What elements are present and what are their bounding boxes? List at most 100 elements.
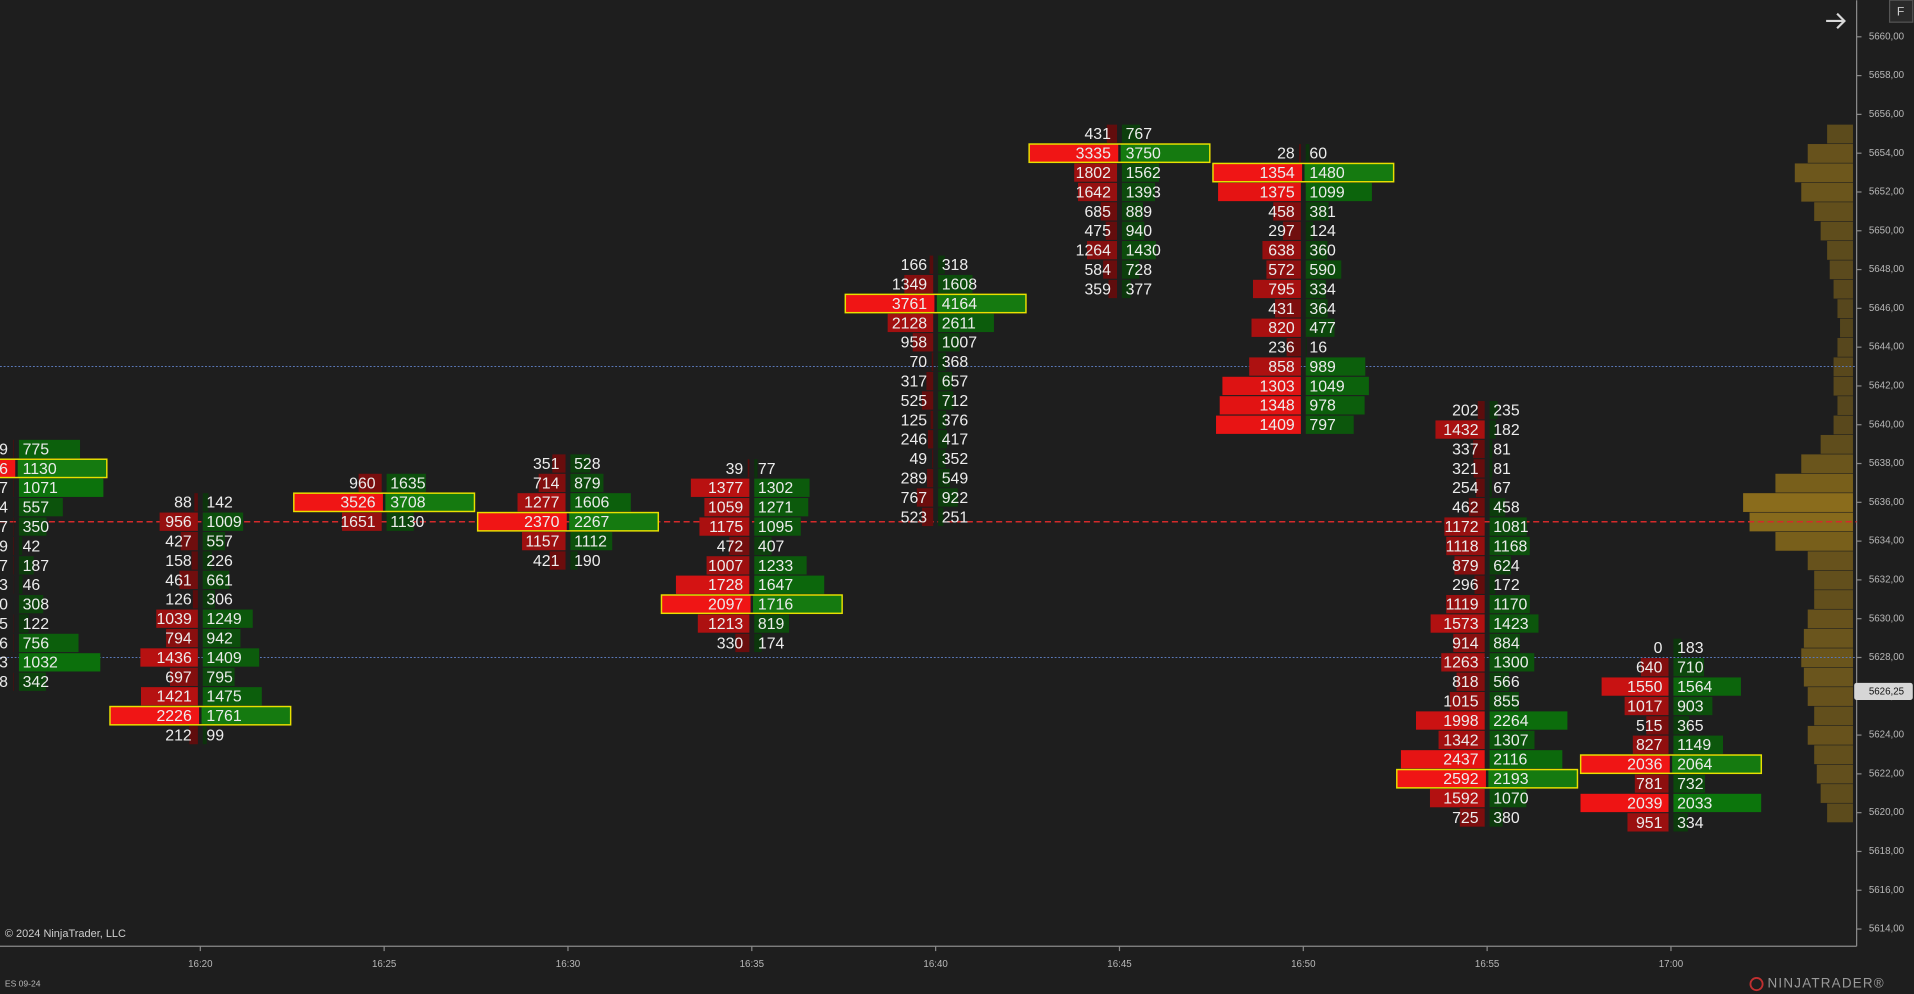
y-tick-label: 5642,00 [1869, 381, 1905, 392]
ask-volume: 1761 [206, 708, 241, 725]
ask-bar [1121, 260, 1140, 279]
toolbar-button[interactable]: F [1888, 0, 1914, 23]
bid-bar [1624, 696, 1669, 716]
bid-volume: 1007 [708, 558, 743, 575]
ask-bar [386, 473, 426, 493]
ask-volume: 99 [206, 727, 224, 744]
profile-bar [1814, 590, 1853, 609]
ask-bar [1489, 672, 1510, 691]
ask-volume: 732 [1677, 776, 1704, 793]
ask-bar [18, 439, 81, 459]
bid-volume: 1348 [1259, 398, 1294, 415]
ask-volume: 1480 [1309, 165, 1344, 182]
ask-volume: 226 [206, 553, 233, 570]
bid-volume: 795 [1268, 281, 1295, 298]
bid-bar [690, 478, 750, 497]
x-tick-label: 16:35 [740, 959, 765, 970]
scroll-arrow[interactable] [1826, 12, 1846, 30]
button-label[interactable]: F [1897, 5, 1904, 19]
ask-volume: 1071 [23, 480, 58, 497]
ask-volume: 712 [942, 393, 969, 410]
ask-bar [1489, 498, 1506, 517]
bid-bar [1446, 594, 1485, 614]
bid-volume: 3 [0, 655, 8, 672]
bid-volume: 421 [533, 553, 560, 570]
poc-outline [1396, 768, 1579, 789]
bid-bar [477, 512, 567, 531]
bid-bar [156, 609, 198, 628]
ask-bar [18, 653, 101, 672]
profile-bar [1837, 396, 1853, 415]
ask-bar [1673, 696, 1713, 716]
bid-volume: 1277 [524, 495, 559, 512]
ask-volume: 940 [1126, 223, 1153, 240]
ask-volume: 67 [1493, 480, 1511, 497]
bid-volume: 3526 [340, 495, 375, 512]
bid-volume: 1375 [1259, 184, 1294, 201]
ask-volume: 1032 [23, 655, 58, 672]
ask-bar [1121, 124, 1141, 143]
ask-bar [753, 594, 843, 614]
ask-volume: 819 [758, 616, 785, 633]
bid-volume: 2097 [708, 597, 743, 614]
profile-bar [1827, 241, 1853, 260]
bid-volume: 827 [1636, 737, 1663, 754]
ask-bar [1489, 420, 1496, 439]
bid-volume: 1354 [1259, 165, 1294, 182]
ask-volume: 376 [942, 412, 969, 429]
profile-bar [1833, 415, 1853, 435]
ask-volume: 334 [1677, 815, 1704, 832]
ask-bar [1305, 357, 1366, 376]
ask-bar [570, 493, 631, 512]
ask-bar [202, 590, 216, 609]
ask-volume: 1007 [942, 335, 977, 352]
profile-bar [1743, 493, 1853, 512]
bid-volume: 431 [1084, 126, 1111, 143]
ask-bar [1489, 788, 1527, 808]
ask-volume: 1081 [1493, 519, 1528, 536]
bid-volume: 236 [1268, 340, 1295, 357]
y-tick-label: 5636,00 [1869, 497, 1905, 508]
ask-volume: 1271 [758, 500, 793, 517]
profile-bar [1833, 376, 1853, 396]
ask-bar [1305, 260, 1342, 279]
button-frame[interactable] [1888, 0, 1914, 23]
bid-volume: 321 [1452, 461, 1479, 478]
bid-bar [1212, 163, 1303, 182]
bid-bar [887, 313, 934, 333]
bid-bar [189, 725, 198, 745]
bid-bar [747, 459, 750, 478]
bid-bar [697, 614, 750, 633]
bid-bar [931, 352, 934, 371]
bid-bar [192, 590, 198, 609]
bid-volume: 1264 [1076, 243, 1111, 260]
ask-bar [1304, 163, 1394, 182]
bid-volume: 462 [1452, 500, 1479, 517]
bid-bar [904, 274, 934, 294]
bid-bar [1078, 182, 1118, 202]
ask-volume: 365 [1677, 718, 1704, 735]
ask-volume: 46 [23, 577, 41, 594]
ask-bar [1489, 691, 1519, 711]
ask-bar [18, 575, 23, 594]
profile-bar [1816, 764, 1853, 784]
bid-volume: 2592 [1443, 771, 1478, 788]
poc-outline [109, 705, 292, 726]
bid-volume: 158 [165, 553, 192, 570]
bid-bar [1105, 221, 1118, 240]
ask-bar [754, 633, 762, 653]
ask-volume: 308 [23, 597, 50, 614]
bid-bar [1252, 279, 1301, 299]
y-tick-label: 5652,00 [1869, 187, 1905, 198]
ask-bar [202, 531, 226, 551]
y-tick-label: 5630,00 [1869, 613, 1905, 624]
ask-bar [1673, 774, 1706, 793]
bid-bar [1453, 633, 1485, 653]
ask-bar [936, 294, 1026, 313]
bid-bar [1430, 614, 1485, 633]
profile-bar [1807, 144, 1853, 163]
ask-volume: 16 [1309, 340, 1327, 357]
bid-volume: 697 [165, 669, 192, 686]
ask-volume: 1475 [206, 689, 241, 706]
bid-volume: 4 [0, 500, 8, 517]
